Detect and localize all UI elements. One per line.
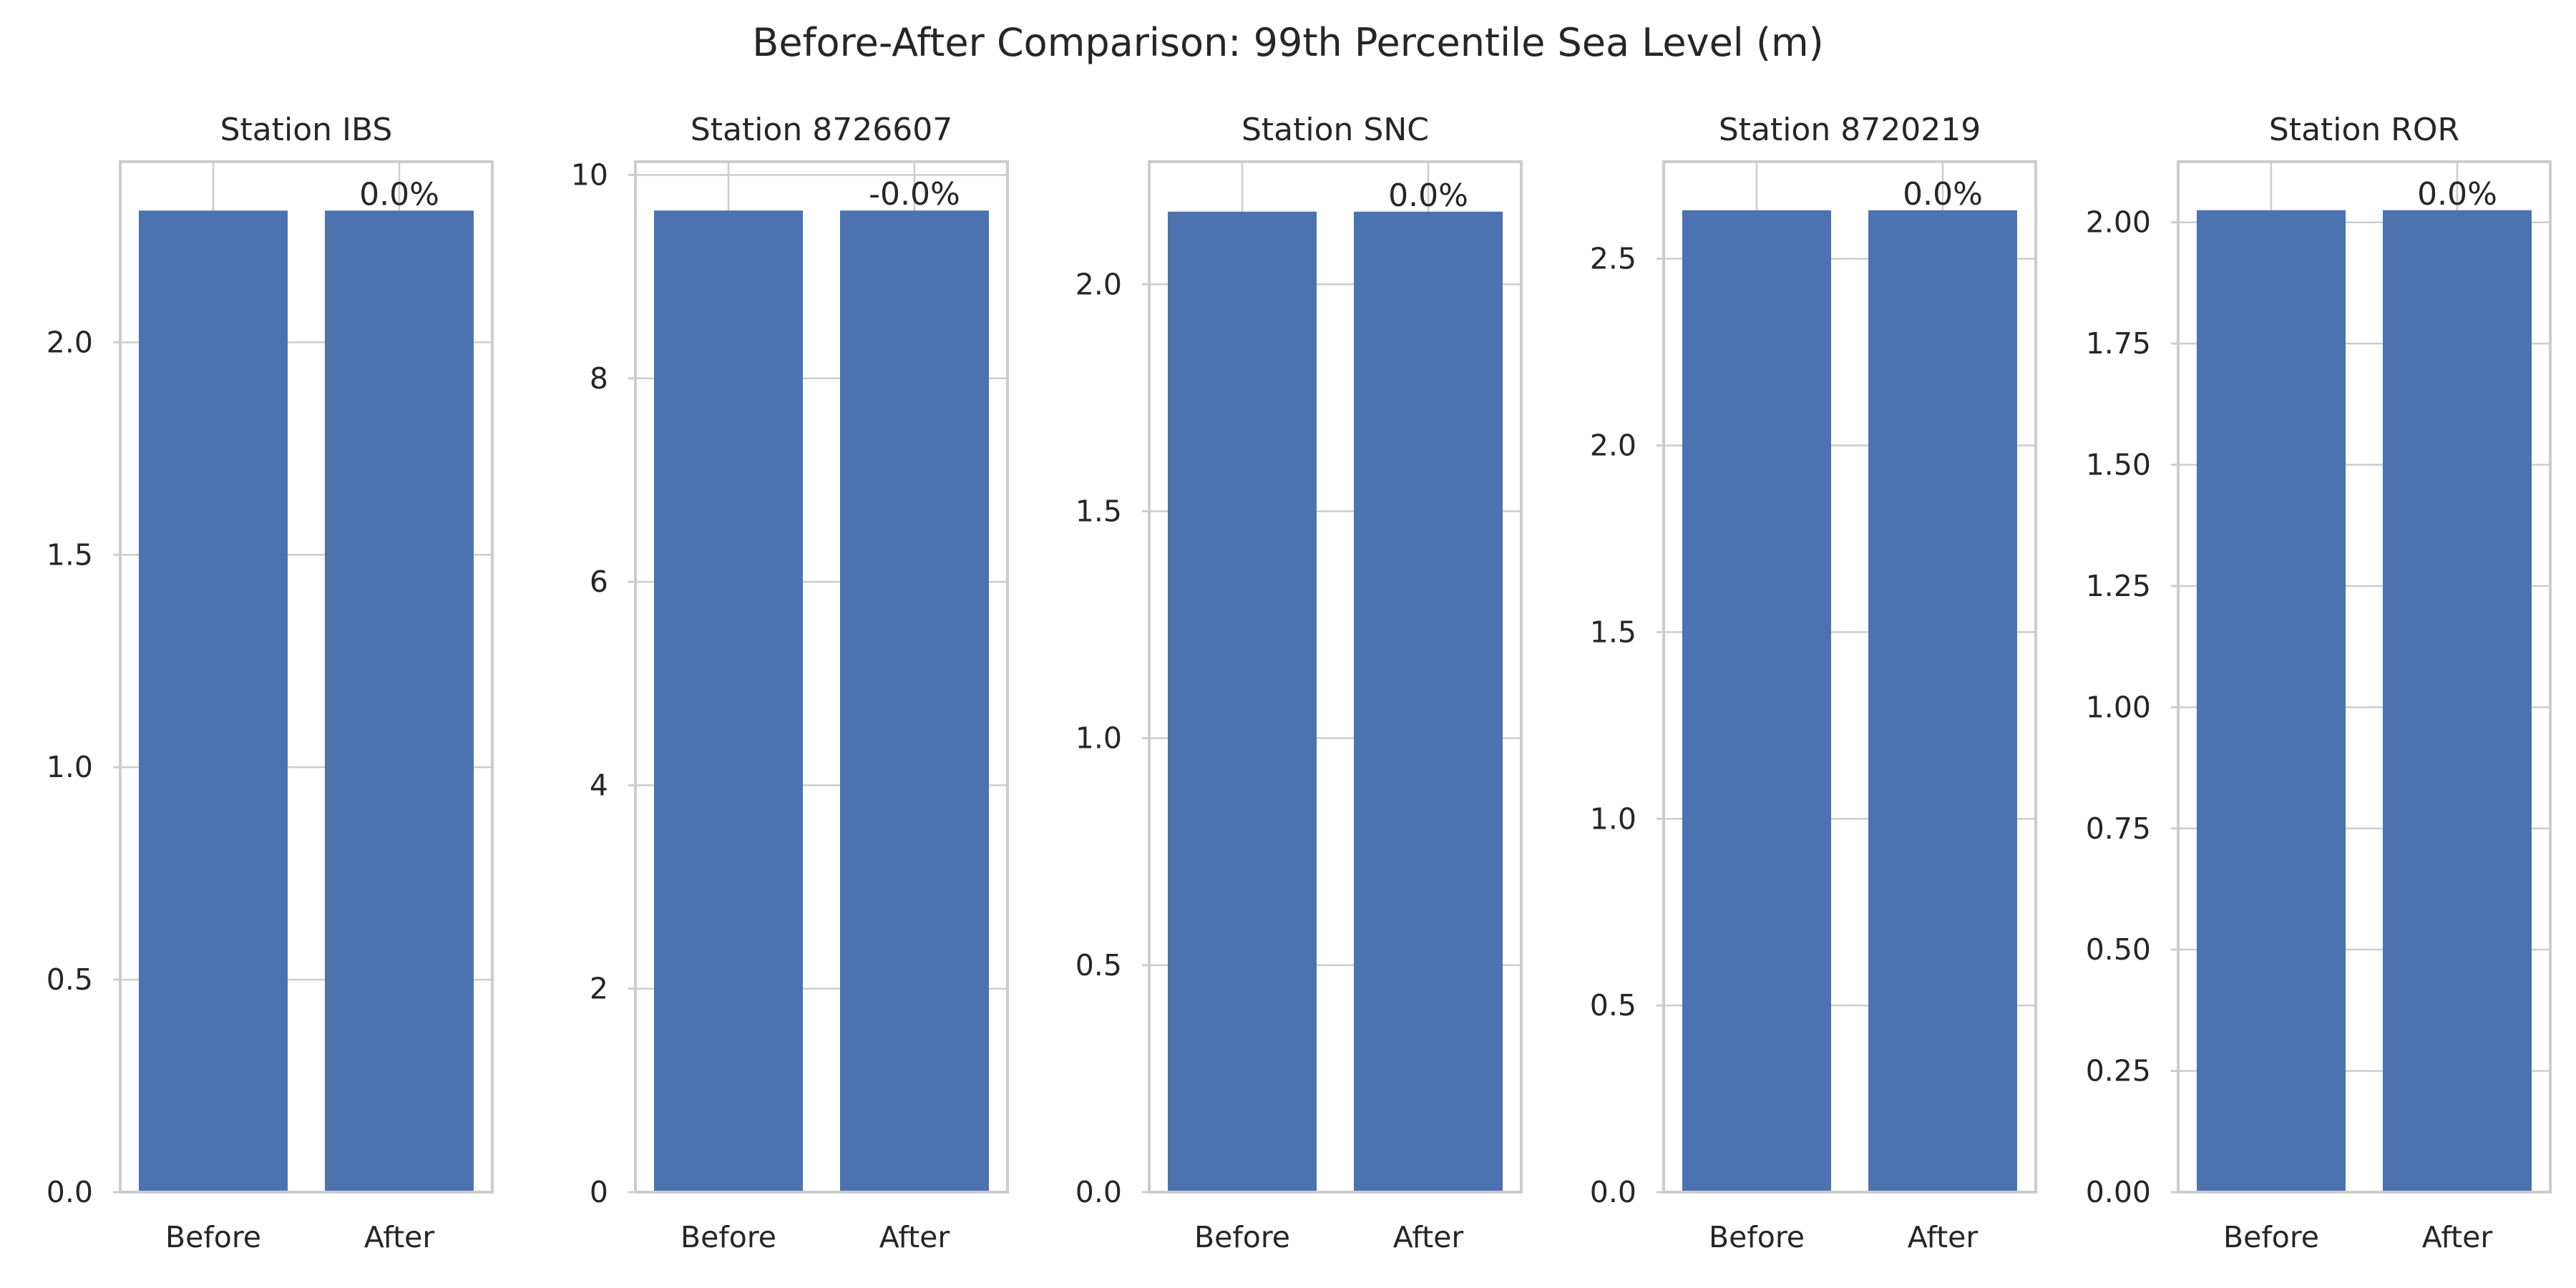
bar-before	[139, 210, 288, 1192]
y-tick-label: 1.0	[1075, 721, 1122, 756]
y-tick-label: 0.5	[1590, 988, 1636, 1023]
y-tick-label: 1.75	[2086, 326, 2151, 361]
x-tick-label-before: Before	[680, 1220, 776, 1254]
y-tick-label: 1.5	[1075, 494, 1122, 528]
bar-before	[654, 210, 803, 1193]
panel-4: 0.0 0.5 1.0 1.5 2.0 2.5 Before After Station 872…	[1590, 112, 2037, 1254]
y-tick-label: 2.0	[1590, 429, 1636, 463]
bar-after	[840, 210, 989, 1193]
x-tick-label-after: After	[1393, 1220, 1464, 1254]
axes-frame	[1662, 160, 2037, 1194]
y-tick-label: 0.0	[1075, 1175, 1122, 1209]
y-tick-label: 0.5	[47, 962, 93, 997]
y-tick-label: 0.0	[1590, 1175, 1636, 1209]
panel-title: Station ROR	[2269, 112, 2459, 148]
y-tick-label: 1.25	[2086, 569, 2151, 603]
y-tick-label: 8	[590, 361, 608, 396]
bar-before	[1168, 211, 1317, 1192]
y-tick-label: 0.50	[2086, 932, 2151, 967]
y-tick-label: 2.0	[1075, 267, 1122, 301]
y-tick-label: 1.0	[47, 750, 93, 784]
y-tick-label: 4	[590, 768, 608, 802]
panel-title: Station 8726607	[691, 112, 952, 148]
y-tick-label: 0.25	[2086, 1054, 2151, 1088]
x-tick-label-before: Before	[2223, 1220, 2319, 1254]
y-tick-label: 1.50	[2086, 448, 2151, 482]
change-annotation: 0.0%	[1388, 177, 1468, 214]
panel-2: 0 2 4 6 8 10 Before After Station 8726607 -0.0%	[571, 112, 1009, 1254]
panel-title: Station 8720219	[1719, 112, 1981, 148]
y-tick-label: 1.5	[1590, 615, 1636, 649]
bar-after	[2383, 210, 2532, 1193]
y-tick-label: 2.00	[2086, 205, 2151, 240]
y-tick-label: 1.0	[1590, 801, 1636, 836]
y-tick-label: 1.5	[47, 537, 93, 572]
bar-after	[325, 210, 474, 1192]
axes-frame	[634, 160, 1009, 1194]
change-annotation: 0.0%	[359, 176, 439, 213]
axes-frame	[119, 160, 494, 1194]
panel-1: 0.0 0.5 1.0 1.5 2.0 Before After Station IBS 0.0…	[47, 112, 494, 1254]
panel-5: 0.00 0.25 0.50 0.75 1.00 1.25 1.50 1.75 2.00 Befo…	[2086, 112, 2552, 1254]
figure-title: Before-After Comparison: 99th Percentile…	[752, 20, 1823, 65]
x-tick-label-before: Before	[1194, 1220, 1290, 1254]
axes-frame	[2177, 160, 2552, 1194]
axes-frame	[1148, 160, 1523, 1194]
panel-3: 0.0 0.5 1.0 1.5 2.0 Before After Station SNC 0.0…	[1075, 112, 1523, 1254]
bar-before	[2197, 210, 2346, 1193]
change-annotation: 0.0%	[1903, 176, 1983, 213]
y-tick-label: 6	[590, 565, 608, 599]
y-tick-label: 2.5	[1590, 242, 1636, 276]
y-tick-label: 0	[590, 1175, 608, 1209]
panels-group: 0.0 0.5 1.0 1.5 2.0 Before After Station IBS 0.0…	[47, 112, 2552, 1254]
panel-title: Station SNC	[1241, 112, 1429, 148]
y-tick-label: 1.00	[2086, 690, 2151, 724]
x-tick-label-after: After	[364, 1220, 435, 1254]
x-tick-label-after: After	[2422, 1220, 2493, 1254]
x-tick-label-after: After	[879, 1220, 950, 1254]
bar-after	[1354, 211, 1503, 1192]
bar-before	[1682, 210, 1831, 1193]
y-tick-label: 0.5	[1075, 948, 1122, 982]
bar-after	[1868, 210, 2017, 1193]
y-tick-label: 2	[590, 972, 608, 1006]
y-tick-label: 0.75	[2086, 811, 2151, 846]
y-tick-label: 10	[571, 157, 608, 192]
panel-title: Station IBS	[220, 112, 393, 148]
x-tick-label-before: Before	[165, 1220, 261, 1254]
x-tick-label-after: After	[1908, 1220, 1979, 1254]
change-annotation: -0.0%	[869, 176, 960, 213]
change-annotation: 0.0%	[2417, 176, 2497, 213]
x-tick-label-before: Before	[1709, 1220, 1805, 1254]
y-tick-label: 0.0	[47, 1175, 93, 1209]
y-tick-label: 0.00	[2086, 1175, 2151, 1209]
y-tick-label: 2.0	[47, 325, 93, 359]
